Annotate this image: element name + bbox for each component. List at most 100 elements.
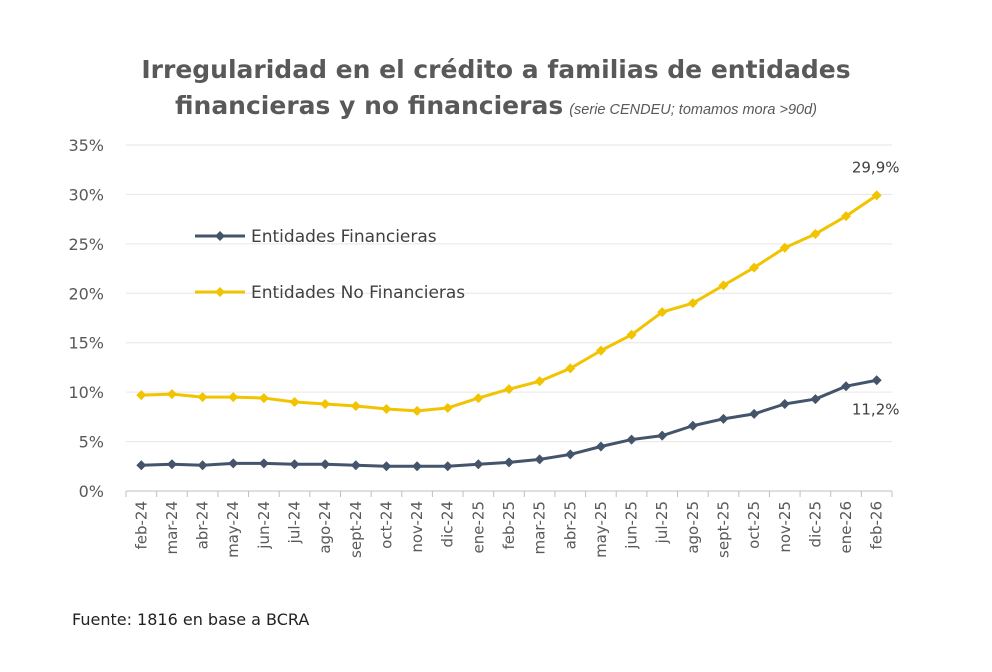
- x-tick-label: jun-24: [255, 501, 273, 550]
- data-point: [197, 460, 208, 471]
- x-tick-label: oct-24: [377, 501, 395, 549]
- x-tick-label: jul-25: [653, 501, 671, 544]
- data-point: [871, 375, 882, 386]
- y-tick-label: 35%: [68, 136, 104, 155]
- data-point: [687, 298, 698, 309]
- data-point: [289, 397, 300, 408]
- x-tick-label: sept-24: [347, 501, 365, 558]
- data-label: 11,2%: [852, 400, 900, 418]
- legend: Entidades Financieras Entidades No Financ…: [195, 227, 465, 303]
- data-point: [258, 458, 269, 469]
- x-tick-label: ene-26: [837, 501, 855, 553]
- data-point: [442, 461, 453, 472]
- x-tick-label: nov-24: [408, 501, 426, 553]
- y-tick-label: 10%: [68, 383, 104, 402]
- x-tick-label: feb-24: [132, 501, 150, 550]
- x-tick-label: mar-25: [531, 501, 549, 555]
- data-point: [626, 434, 637, 445]
- legend-label: Entidades Financieras: [251, 227, 437, 247]
- chart-title: Irregularidad en el crédito a familias d…: [0, 52, 992, 124]
- line-chart: 0% 5% 10% 15% 20% 25% 30% 35% feb-24 mar-24 abr-2…: [68, 136, 900, 558]
- series-group: [136, 190, 882, 472]
- data-point: [258, 393, 269, 404]
- x-tick-label: abr-25: [561, 501, 579, 549]
- x-tick-label: dic-24: [439, 501, 457, 547]
- end-labels: 11,2% 29,9%: [852, 158, 900, 418]
- data-point: [749, 408, 760, 419]
- x-tick-label: oct-25: [745, 501, 763, 549]
- data-point: [136, 390, 147, 401]
- data-point: [657, 430, 668, 441]
- data-point: [871, 190, 882, 201]
- data-point: [350, 460, 361, 471]
- x-axis: feb-24 mar-24 abr-24 may-24 jun-24 jul-24 ago-…: [125, 490, 893, 558]
- data-point: [136, 460, 147, 471]
- data-point: [841, 381, 852, 392]
- x-tick-label: nov-25: [776, 501, 794, 553]
- x-tick-label: jul-24: [286, 501, 304, 544]
- x-tick-label: may-25: [592, 501, 610, 558]
- x-tick-label: jun-25: [623, 501, 641, 550]
- data-point: [534, 376, 545, 387]
- y-tick-label: 20%: [68, 284, 104, 303]
- data-point: [228, 392, 239, 403]
- data-point: [320, 399, 331, 410]
- data-label: 29,9%: [852, 158, 900, 176]
- data-point: [810, 228, 821, 239]
- source-note: Fuente: 1816 en base a BCRA: [72, 610, 310, 629]
- data-point: [718, 280, 729, 291]
- x-tick-label: may-24: [224, 501, 242, 558]
- data-point: [718, 413, 729, 424]
- data-point: [779, 242, 790, 253]
- x-tick-label: mar-24: [163, 501, 181, 555]
- data-point: [810, 394, 821, 405]
- data-point: [626, 329, 637, 340]
- data-point: [779, 399, 790, 410]
- data-point: [320, 459, 331, 470]
- y-tick-label: 5%: [79, 433, 104, 452]
- x-tick-label: abr-24: [194, 501, 212, 549]
- x-tick-label: sept-25: [714, 501, 732, 558]
- data-point: [565, 363, 576, 374]
- data-point: [412, 461, 423, 472]
- data-point: [595, 345, 606, 356]
- data-point: [595, 441, 606, 452]
- data-point: [565, 449, 576, 460]
- x-tick-label: feb-25: [500, 501, 518, 550]
- data-point: [749, 262, 760, 273]
- data-point: [289, 459, 300, 470]
- chart-title-note: (serie CENDEU; tomamos mora >90d): [569, 102, 818, 118]
- data-point: [534, 454, 545, 465]
- legend-label: Entidades No Financieras: [251, 283, 465, 303]
- data-point: [197, 392, 208, 403]
- x-tick-label: ago-24: [316, 501, 334, 554]
- data-point: [166, 459, 177, 470]
- y-tick-label: 25%: [68, 235, 104, 254]
- data-point: [381, 461, 392, 472]
- data-point: [381, 403, 392, 414]
- data-point: [166, 389, 177, 400]
- y-tick-label: 30%: [68, 185, 104, 204]
- chart-title-line2-wrap: financieras y no financieras (serie CENDE…: [0, 88, 992, 124]
- data-point: [473, 459, 484, 470]
- chart-title-line2: financieras y no financieras: [174, 91, 564, 120]
- y-tick-label: 0%: [79, 482, 104, 501]
- x-tick-label: dic-25: [806, 501, 824, 547]
- y-axis-ticks: 0% 5% 10% 15% 20% 25% 30% 35%: [68, 136, 104, 501]
- x-tick-label: ene-25: [469, 501, 487, 553]
- data-point: [412, 405, 423, 416]
- legend-swatch-marker: [215, 287, 225, 297]
- data-point: [504, 457, 514, 468]
- data-point: [841, 211, 852, 222]
- legend-swatch-marker: [215, 231, 225, 241]
- data-point: [228, 458, 239, 469]
- y-tick-label: 15%: [68, 334, 104, 353]
- data-point: [504, 384, 514, 395]
- data-point: [473, 393, 484, 404]
- data-point: [657, 307, 668, 318]
- gridlines: [126, 144, 892, 443]
- chart-title-line1: Irregularidad en el crédito a familias d…: [141, 55, 851, 84]
- data-point: [687, 420, 698, 431]
- x-tick-label: ago-25: [684, 501, 702, 554]
- x-tick-label: feb-26: [868, 501, 886, 550]
